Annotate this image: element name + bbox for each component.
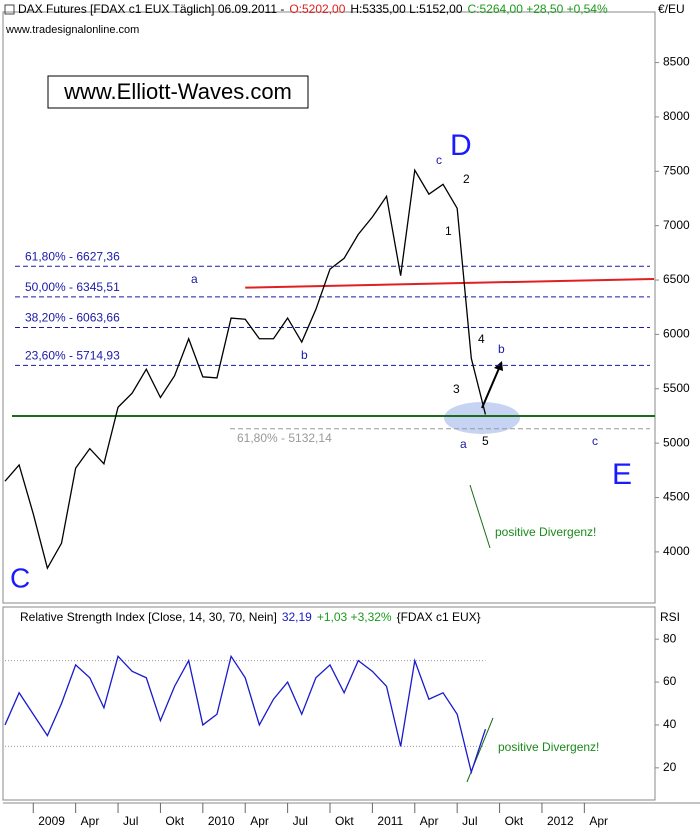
quote-open: O:5202,00 (289, 2, 345, 16)
x-tick-label: Okt (165, 814, 184, 828)
fib-label: 23,60% - 5714,93 (25, 349, 120, 363)
price-panel (2, 11, 656, 604)
y-tick-label: 7500 (663, 163, 690, 177)
x-tick-label: Jul (462, 814, 477, 828)
y-tick-label: 40 (663, 717, 677, 731)
wave-label: C (10, 562, 30, 593)
watermark: www.Elliott-Waves.com (63, 79, 292, 104)
x-tick-label: 2010 (208, 814, 235, 828)
series-line (4, 654, 487, 775)
x-tick-label: Jul (123, 814, 138, 828)
header: DAX Futures [FDAX c1 EUX Täglich] 06.09.… (4, 2, 685, 36)
x-tick-label: Okt (335, 814, 354, 828)
series-line (4, 168, 487, 570)
annotation: positive Divergenz! (495, 525, 596, 539)
wave-label: D (450, 129, 472, 162)
rsi-panel (2, 606, 656, 801)
y-tick-label: 4500 (663, 490, 690, 504)
y-tick-label: 6500 (663, 272, 690, 286)
wave-label: 1 (445, 224, 452, 238)
x-tick-label: Apr (250, 814, 269, 828)
fib-label: 38,20% - 6063,66 (25, 311, 120, 325)
y-tick-label: 8500 (663, 55, 690, 69)
arrow (481, 365, 501, 409)
x-tick-label: Apr (589, 814, 608, 828)
wave-label: 4 (478, 332, 485, 346)
x-tick-label: 2009 (38, 814, 65, 828)
fib-label: 61,80% - 5132,14 (237, 431, 332, 445)
arrow-head (494, 361, 503, 371)
rsi-symbol: {FDAX c1 EUX} (397, 610, 481, 624)
x-tick-label: Jul (293, 814, 308, 828)
y-tick-label: 60 (663, 674, 677, 688)
quote-high-low: H:5335,00 L:5152,00 (350, 2, 462, 16)
wave-label: 5 (482, 434, 489, 448)
divergence-line (469, 484, 491, 549)
x-tick-label: Okt (505, 814, 524, 828)
y-label: €/EU (658, 2, 685, 16)
y-tick-label: 5000 (663, 435, 690, 449)
fib-label: 50,00% - 6345,51 (25, 280, 120, 294)
y-tick-label: 7000 (663, 218, 690, 232)
wave-label: a (460, 437, 467, 451)
y-tick-label: 20 (663, 760, 677, 774)
y-tick-label: 5500 (663, 381, 690, 395)
wave-label: b (301, 348, 308, 362)
trend-line (245, 277, 655, 289)
y-tick-label: 4000 (663, 544, 690, 558)
wave-label: E (612, 458, 632, 491)
y-tick-label: 6000 (663, 327, 690, 341)
wave-label: a (191, 272, 198, 286)
x-tick-label: 2012 (547, 814, 574, 828)
chart-title: DAX Futures [FDAX c1 EUX Täglich] 06.09.… (18, 2, 284, 16)
x-tick-label: Apr (420, 814, 439, 828)
quote-close: C:5264,00 +28,50 +0,54% (468, 2, 608, 16)
y-label: RSI (660, 610, 680, 624)
rsi-change: +1,03 +3,32% (317, 610, 392, 624)
wave-label: c (592, 434, 598, 448)
rsi-value: 32,19 (282, 610, 312, 624)
wave-label: b (498, 342, 505, 356)
x-tick-label: 2011 (377, 814, 403, 828)
watermark-box (47, 75, 309, 109)
highlight (444, 402, 520, 434)
rsi-header: Relative Strength Index [Close, 14, 30, … (20, 610, 680, 624)
wave-label: c (436, 153, 442, 167)
x-tick-label: Apr (81, 814, 100, 828)
fib-label: 61,80% - 6627,36 (25, 249, 120, 263)
y-tick-label: 8000 (663, 109, 690, 123)
annotation: positive Divergenz! (498, 740, 599, 754)
y-tick-label: 80 (663, 631, 677, 645)
wave-label: 2 (463, 172, 470, 186)
source: www.tradesignalonline.com (5, 24, 139, 36)
rsi-title: Relative Strength Index [Close, 14, 30, … (20, 610, 277, 624)
wave-label: 3 (453, 382, 460, 396)
icon (4, 4, 15, 15)
